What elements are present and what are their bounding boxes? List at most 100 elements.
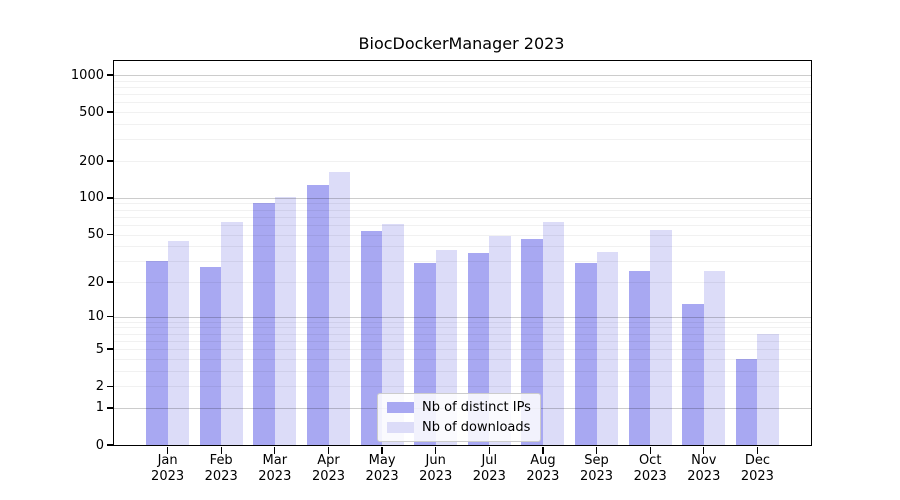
x-tick-month: Nov xyxy=(691,453,717,468)
legend-row-downloads: Nb of downloads xyxy=(387,420,531,435)
x-tick-month: Dec xyxy=(744,453,770,468)
x-tick-label: Jan 2023 xyxy=(138,453,198,485)
bar-oct-downloads xyxy=(650,230,672,445)
minor-gridline xyxy=(114,203,811,205)
minor-gridline xyxy=(114,94,811,96)
x-tick-year: 2023 xyxy=(526,469,560,484)
major-gridline xyxy=(114,75,811,76)
legend-swatch-distinct-ips xyxy=(387,402,414,413)
minor-gridline xyxy=(114,139,811,141)
bar-apr-downloads xyxy=(328,172,350,445)
bar-nov-downloads xyxy=(703,270,726,445)
x-tick-month: Jun xyxy=(425,453,446,468)
x-tick-month: Feb xyxy=(209,453,233,468)
y-tick-label: 1000 xyxy=(70,67,104,83)
minor-gridline xyxy=(114,87,811,88)
legend: Nb of distinct IPs Nb of downloads xyxy=(377,393,541,442)
x-tick-mark xyxy=(488,446,490,454)
legend-swatch-downloads xyxy=(387,422,414,433)
bar-dec-downloads xyxy=(757,333,779,445)
y-tick-mark xyxy=(107,315,113,318)
x-tick-mark xyxy=(435,446,437,454)
x-tick-month: Jul xyxy=(481,453,498,468)
bar-may-distinct-ips xyxy=(360,231,383,445)
x-tick-label: Mar 2023 xyxy=(245,453,305,485)
x-tick-mark xyxy=(327,446,330,454)
x-tick-month: Sep xyxy=(584,453,609,468)
x-tick-year: 2023 xyxy=(633,469,667,484)
y-tick-label: 1 xyxy=(95,400,104,416)
legend-label-distinct-ips: Nb of distinct IPs xyxy=(422,400,531,415)
minor-gridline xyxy=(114,161,811,162)
x-tick-year: 2023 xyxy=(687,469,721,484)
y-tick-label: 5 xyxy=(95,341,104,357)
bar-apr-distinct-ips xyxy=(307,185,329,445)
y-tick-mark xyxy=(107,348,113,350)
minor-gridline xyxy=(114,102,811,104)
y-tick-mark xyxy=(107,385,113,387)
x-tick-label: Jul 2023 xyxy=(459,453,519,485)
x-tick-month: Jan xyxy=(157,453,178,468)
minor-gridline xyxy=(114,224,811,226)
bar-mar-downloads xyxy=(274,197,297,445)
minor-gridline xyxy=(114,124,811,125)
y-tick-mark xyxy=(107,444,113,446)
minor-gridline xyxy=(114,80,811,82)
x-tick-year: 2023 xyxy=(740,469,774,484)
y-tick-label: 50 xyxy=(87,227,104,242)
y-tick-label: 2 xyxy=(95,378,104,394)
y-tick-mark xyxy=(107,233,113,236)
minor-gridline xyxy=(114,112,811,114)
x-tick-month: Oct xyxy=(638,453,662,468)
x-tick-month: Mar xyxy=(262,453,288,468)
x-tick-mark xyxy=(703,446,705,454)
legend-label-downloads: Nb of downloads xyxy=(422,420,531,435)
bar-dec-distinct-ips xyxy=(735,358,758,445)
bar-jan-downloads xyxy=(167,241,190,445)
x-tick-label: Dec 2023 xyxy=(727,453,787,485)
bar-jul-downloads xyxy=(489,235,511,445)
bar-nov-distinct-ips xyxy=(682,303,704,445)
minor-gridline xyxy=(114,216,811,218)
x-tick-label: May 2023 xyxy=(352,453,412,485)
plot-area: 1000 500 200 100 50 20 10 5 2 1 0 Jan 2023 Feb 2023 Ma… xyxy=(71,60,812,484)
x-tick-mark xyxy=(649,446,651,454)
y-tick-mark xyxy=(107,74,113,76)
x-tick-year: 2023 xyxy=(419,469,453,484)
x-tick-label: Jun 2023 xyxy=(406,453,466,485)
x-tick-label: Nov 2023 xyxy=(674,453,734,485)
y-tick-label: 100 xyxy=(79,190,104,206)
y-tick-mark xyxy=(107,160,113,162)
x-tick-month: May xyxy=(368,453,396,468)
bar-may-downloads xyxy=(382,224,404,445)
x-tick-year: 2023 xyxy=(311,469,346,484)
y-tick-label: 200 xyxy=(79,153,104,169)
x-tick-mark xyxy=(595,446,598,454)
bar-sep-downloads xyxy=(596,251,618,445)
x-tick-label: Aug 2023 xyxy=(513,453,573,485)
x-tick-year: 2023 xyxy=(204,469,238,484)
x-tick-mark xyxy=(166,446,169,454)
bar-sep-distinct-ips xyxy=(575,262,597,445)
x-tick-mark xyxy=(542,446,544,454)
x-tick-mark xyxy=(756,446,759,454)
y-tick-mark xyxy=(107,197,113,199)
x-tick-year: 2023 xyxy=(365,469,399,484)
bar-aug-downloads xyxy=(542,221,565,445)
x-tick-label: Feb 2023 xyxy=(191,453,251,485)
y-tick-label: 20 xyxy=(87,274,104,290)
minor-gridline xyxy=(114,234,811,236)
bar-mar-distinct-ips xyxy=(253,202,275,445)
x-tick-year: 2023 xyxy=(258,469,292,484)
x-tick-label: Apr 2023 xyxy=(299,453,359,485)
x-tick-mark xyxy=(220,446,222,454)
y-tick-mark xyxy=(107,281,113,283)
minor-gridline xyxy=(114,261,811,263)
bar-oct-distinct-ips xyxy=(628,270,651,445)
y-tick-mark xyxy=(107,407,113,409)
x-tick-mark xyxy=(274,446,276,454)
y-tick-label: 0 xyxy=(95,437,104,453)
chart-title: BiocDockerManager 2023 xyxy=(358,34,565,53)
y-tick-label: 500 xyxy=(79,104,104,120)
